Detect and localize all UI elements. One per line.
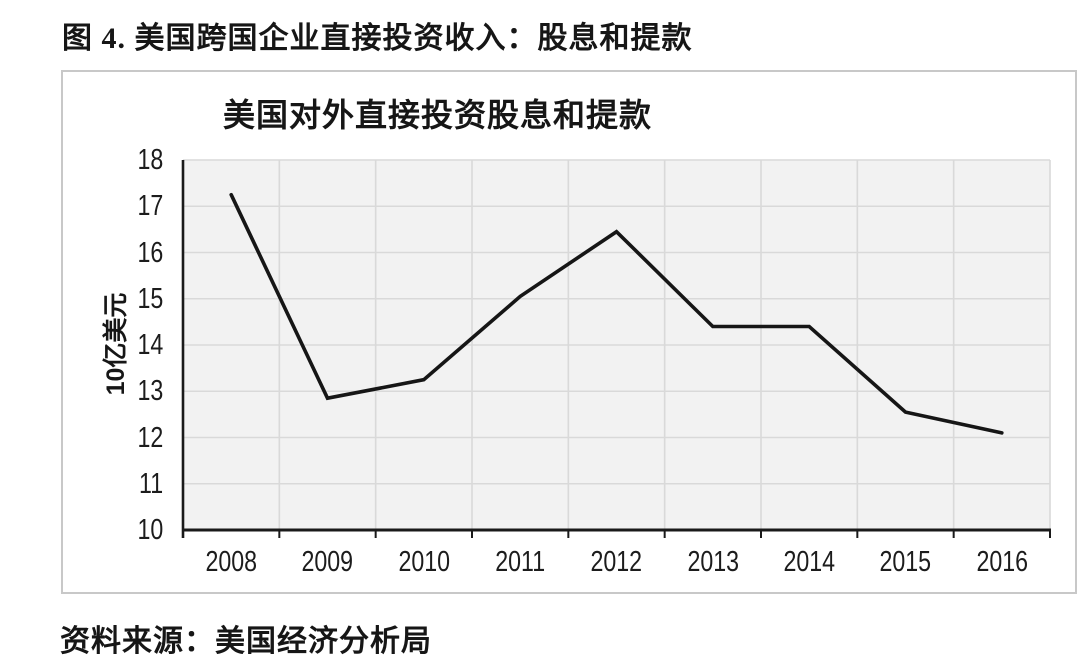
y-tick-label: 17	[137, 190, 163, 223]
chart-container: 美国对外直接投资股息和提款 10亿美元 10 11 12 13 14 15 16 17 18 2…	[61, 70, 1077, 594]
x-tick-label: 2008	[205, 546, 257, 578]
source-note: 资料来源：美国经济分析局	[60, 625, 432, 658]
y-tick-label: 15	[137, 282, 163, 315]
x-tick-label: 2011	[495, 546, 546, 578]
x-tick-label: 2013	[687, 546, 739, 578]
x-tick-label: 2012	[590, 546, 643, 578]
y-tick-label: 10	[137, 514, 163, 546]
y-tick-label: 18	[137, 144, 163, 176]
y-tick-label: 16	[137, 236, 163, 269]
plot-area	[181, 159, 1051, 538]
chart-title: 美国对外直接投资股息和提款	[223, 97, 653, 133]
y-tick-label: 12	[137, 421, 163, 454]
y-tick-label: 11	[138, 467, 163, 500]
data-line	[229, 192, 1004, 435]
figure-caption: 图 4. 美国跨国企业直接投资收入：股息和提款	[62, 22, 693, 55]
y-tick-label: 14	[137, 329, 163, 361]
x-tick-label: 2010	[398, 546, 450, 578]
x-tick-label: 2015	[879, 546, 932, 578]
x-tick-label: 2009	[301, 546, 354, 578]
x-tick-label: 2014	[783, 546, 835, 578]
y-tick-label: 13	[137, 375, 163, 408]
x-tick-label: 2016	[976, 546, 1028, 578]
